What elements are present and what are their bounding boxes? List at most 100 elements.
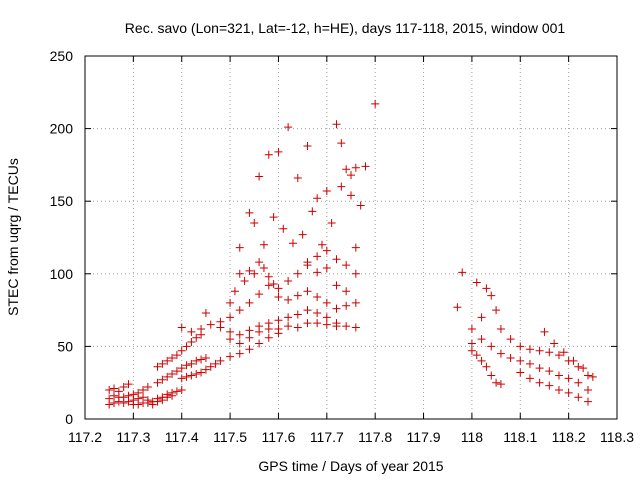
x-axis-label: GPS time / Days of year 2015: [258, 458, 443, 474]
data-point: [177, 385, 186, 394]
data-point: [192, 369, 201, 378]
data-point: [351, 269, 360, 278]
grid-layer: [85, 56, 617, 419]
data-point: [255, 258, 264, 267]
data-point: [337, 139, 346, 148]
data-point: [293, 310, 302, 319]
data-point: [303, 261, 312, 270]
data-point: [535, 346, 544, 355]
data-point: [143, 383, 152, 392]
data-point: [158, 396, 167, 405]
data-point: [574, 378, 583, 387]
data-point: [230, 287, 239, 296]
data-point: [487, 342, 496, 351]
data-point: [226, 327, 235, 336]
data-point: [322, 320, 331, 329]
x-tick-label: 118.3: [600, 429, 634, 445]
data-point: [342, 322, 351, 331]
data-point: [342, 165, 351, 174]
data-point: [235, 339, 244, 348]
data-point: [313, 319, 322, 328]
data-point: [351, 298, 360, 307]
data-point: [371, 99, 380, 108]
data-point: [255, 327, 264, 336]
y-tick-label: 0: [65, 411, 73, 427]
data-point: [293, 323, 302, 332]
data-point: [516, 342, 525, 351]
data-point: [477, 356, 486, 365]
data-point: [105, 385, 114, 394]
data-point: [197, 324, 206, 333]
data-point: [303, 319, 312, 328]
data-point: [516, 368, 525, 377]
data-point: [545, 367, 554, 376]
data-point: [313, 309, 322, 318]
data-point: [327, 218, 336, 227]
x-tick-label: 118.2: [552, 429, 586, 445]
data-point: [269, 279, 278, 288]
data-point: [284, 322, 293, 331]
data-point: [216, 317, 225, 326]
data-point: [148, 400, 157, 409]
data-point: [579, 364, 588, 373]
data-point: [182, 342, 191, 351]
data-point: [322, 263, 331, 272]
data-point: [235, 306, 244, 315]
data-point: [124, 397, 133, 406]
data-point: [250, 218, 259, 227]
data-point: [313, 252, 322, 261]
data-point: [554, 385, 563, 394]
data-point: [453, 303, 462, 312]
data-point: [216, 356, 225, 365]
data-point: [496, 349, 505, 358]
data-point: [554, 351, 563, 360]
x-tick-label: 117.3: [116, 429, 150, 445]
x-tick-label: 117.2: [68, 429, 102, 445]
data-point: [259, 263, 268, 272]
x-tick-label: 118.1: [503, 429, 537, 445]
data-point: [332, 322, 341, 331]
data-point: [303, 142, 312, 151]
x-tick-label: 117.4: [165, 429, 199, 445]
data-point: [351, 163, 360, 172]
data-point: [172, 387, 181, 396]
data-point: [332, 120, 341, 129]
points-layer: [105, 99, 597, 409]
data-point: [540, 327, 549, 336]
data-point: [525, 345, 534, 354]
data-point: [274, 147, 283, 156]
data-point: [284, 313, 293, 322]
data-point: [235, 349, 244, 358]
data-point: [226, 298, 235, 307]
data-point: [472, 351, 481, 360]
data-point: [477, 313, 486, 322]
data-point: [583, 397, 592, 406]
data-point: [559, 348, 568, 357]
data-point: [482, 362, 491, 371]
y-tick-label: 50: [57, 338, 73, 354]
y-tick-label: 250: [50, 48, 74, 64]
data-point: [496, 324, 505, 333]
data-point: [197, 355, 206, 364]
data-point: [110, 391, 119, 400]
x-tick-label: 118: [461, 429, 484, 445]
data-point: [177, 323, 186, 332]
data-point: [182, 361, 191, 370]
data-point: [506, 335, 515, 344]
data-point: [545, 381, 554, 390]
data-point: [255, 172, 264, 181]
data-point: [564, 374, 573, 383]
data-point: [197, 368, 206, 377]
data-point: [284, 123, 293, 132]
data-point: [255, 290, 264, 299]
data-point: [554, 371, 563, 380]
data-point: [177, 374, 186, 383]
data-point: [201, 365, 210, 374]
data-point: [105, 400, 114, 409]
data-point: [201, 309, 210, 318]
data-point: [274, 284, 283, 293]
data-point: [110, 384, 119, 393]
data-point: [226, 313, 235, 322]
ticks-layer: 117.2 117.3 117.4 117.5 117.6 117.7 117.8 117.9…: [50, 48, 635, 445]
